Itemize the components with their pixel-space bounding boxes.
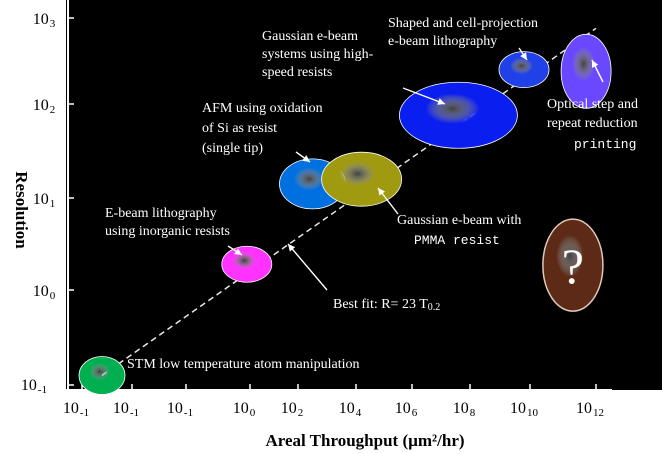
bubble-0 [78,356,126,395]
arrow-afm-head [302,155,310,162]
annotation-optical: Optical step and repeat reduction [547,97,638,131]
x-tick-label-3: 100 [233,400,256,419]
bubble-shape-3 [321,151,403,207]
best-fit-label: Best fit: R= 23 T0.2 [333,297,440,313]
bubble-shape-7 [542,218,604,312]
question-mark-label: ? [562,238,584,294]
arrow-gaussian-pmma-head [378,188,386,196]
annotation-stm: STM low temperature atom manipulation [127,357,360,372]
x-tick-label-7: 108 [453,400,476,419]
x-tick-label-5: 104 [339,400,362,419]
annotation-gaussian-pmma-2: PMMA resist [414,233,500,248]
arrow-gaussian-highspeed [402,87,446,105]
bubble-shape-4 [398,81,518,149]
annotation-ebeam-inorganic: E-beam lithography using inorganic resist… [105,206,230,239]
y-tick-label-1: 102 [33,97,56,116]
x-tick-label-8: 1010 [510,400,539,419]
bubble-shape-6 [560,33,612,109]
annotations: STM low temperature atom manipulation E-b… [105,16,638,372]
bubble-6 [560,33,612,109]
y-axis-title: Resolution [12,171,31,249]
annotation-gaussian-highspeed: Gaussian e-beam systems using high-speed … [262,29,374,80]
tick-labels: 10-1 10-1 10-1 100 102 104 106 108 1010 1012 103 10… [21,11,604,419]
annotation-shaped: Shaped and cell-projection e-beam lithogr… [388,16,538,49]
bubble-shape-0 [78,356,126,395]
bubble-5 [498,51,550,88]
arrow-best-fit-head [288,244,296,252]
x-tick-label-0: 10-1 [63,400,89,419]
x-tick-label-2: 10-1 [167,400,193,419]
bubble-shape-5 [498,51,550,88]
y-tick-label-2: 101 [33,191,56,210]
bubble-shape-1 [221,245,273,283]
x-tick-label-6: 106 [395,400,418,419]
arrow-ebeam-inorganic-head [234,248,242,255]
arrow-gaussian-highspeed-head [437,98,445,105]
bubbles-group: ? [78,33,612,395]
bubble-3 [321,151,403,207]
annotation-optical-printing: printing [574,137,636,152]
arrow-best-fit [287,243,328,291]
arrow-optical-head [592,60,599,68]
y-tick-label-3: 100 [33,283,56,302]
y-tick-label-0: 103 [33,11,56,30]
annotation-gaussian-pmma-1: Gaussian e-beam with [397,213,521,228]
axis-ticks [68,17,597,390]
x-tick-label-4: 102 [281,400,304,419]
x-tick-label-1: 10-1 [113,400,139,419]
bubble-1 [221,245,273,283]
x-axis-title: Areal Throughput (µm²/hr) [265,431,464,450]
y-tick-label-4: 10-1 [21,377,47,396]
bubble-7: ? [542,218,604,312]
arrow-shaped-head [520,52,527,60]
annotation-afm: AFM using oxidation of Si as resist (singl… [202,101,323,156]
x-tick-label-9: 1012 [576,400,604,419]
bubble-4 [398,81,518,149]
